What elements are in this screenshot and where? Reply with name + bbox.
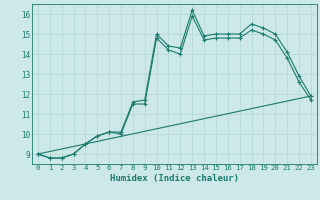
X-axis label: Humidex (Indice chaleur): Humidex (Indice chaleur) [110, 174, 239, 183]
